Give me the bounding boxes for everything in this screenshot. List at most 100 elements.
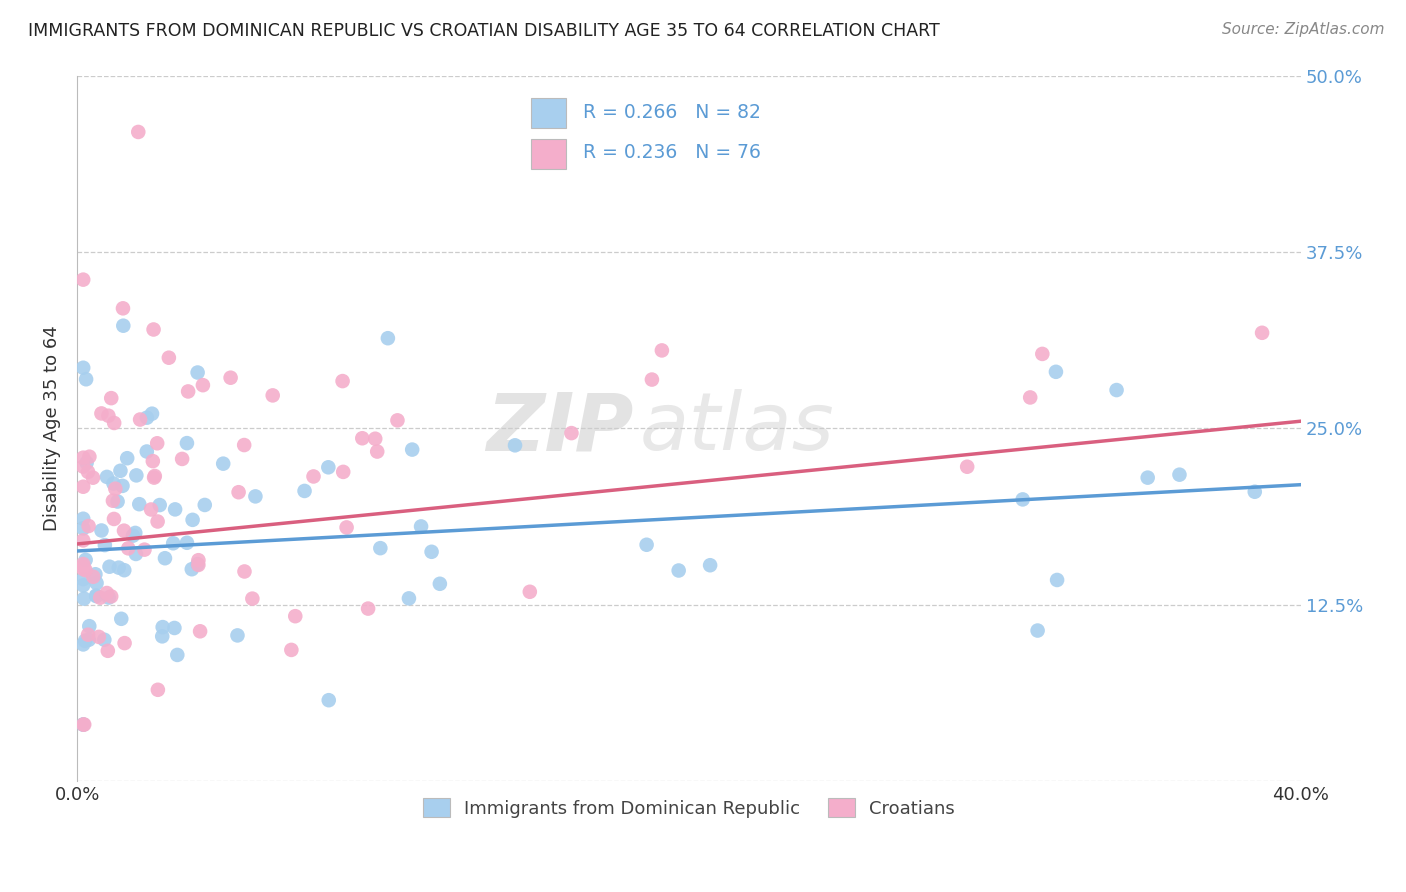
Point [89,591,111,605]
Point [72,521,94,535]
Point [111,479,134,493]
Point [86,589,108,603]
Point [636,538,658,552]
Text: Source: ZipAtlas.com: Source: ZipAtlas.com [1222,22,1385,37]
Point [100,590,122,604]
Point [280,643,302,657]
Point [129,412,152,426]
Point [90,524,112,538]
Point [76,456,98,470]
Point [72,572,94,586]
Point [72,559,94,574]
Point [96,470,118,484]
Point [228,485,250,500]
Point [96,586,118,600]
Point [72,480,94,494]
Point [1046,573,1069,587]
Point [186,557,208,571]
Point [143,470,166,484]
Point [134,542,156,557]
Point [641,373,664,387]
Point [84,589,107,603]
Point [84,567,107,582]
Point [107,494,129,508]
Point [139,502,162,516]
Point [72,459,94,474]
Point [100,391,122,405]
Point [366,444,388,458]
Point [72,512,94,526]
Point [90,406,112,420]
Point [128,497,150,511]
Point [1026,624,1049,638]
Point [73,717,96,731]
Point [150,629,173,643]
Point [364,432,387,446]
Point [103,512,125,526]
Point [699,558,721,573]
Point [72,450,94,465]
Point [112,563,135,577]
Point [97,409,120,423]
Point [146,436,169,450]
Point [387,413,409,427]
Point [79,619,101,633]
Point [114,636,136,650]
Point [97,644,120,658]
Point [503,438,526,452]
Point [181,513,204,527]
Point [336,520,359,534]
Point [302,469,325,483]
Point [172,452,194,467]
Point [77,519,100,533]
Point [142,322,165,336]
Point [75,563,97,577]
Point [332,465,354,479]
Point [191,378,214,392]
Point [82,471,104,485]
Point [245,489,267,503]
Point [212,457,235,471]
Point [72,578,94,592]
Point [219,370,242,384]
Point [135,444,157,458]
Point [103,416,125,430]
Point [82,570,104,584]
Point [1136,470,1159,484]
Point [519,584,541,599]
Point [79,450,101,464]
Point [149,498,172,512]
Point [240,591,263,606]
Point [1031,347,1053,361]
Point [1105,383,1128,397]
Point [146,682,169,697]
Point [668,564,690,578]
Point [332,374,354,388]
Point [318,460,340,475]
Point [72,637,94,651]
Point [107,560,129,574]
Point [188,624,211,639]
Point [187,366,209,380]
Point [124,525,146,540]
Point [72,717,94,731]
Point [177,384,200,399]
Point [352,431,374,445]
Point [956,459,979,474]
Point [176,436,198,450]
Point [284,609,307,624]
Point [262,388,284,402]
Point [72,533,94,548]
Point [187,553,209,567]
Point [77,628,100,642]
Point [122,529,145,543]
Point [146,515,169,529]
Point [429,576,451,591]
Point [226,628,249,642]
Point [101,493,124,508]
Point [110,612,132,626]
Point [115,451,138,466]
Point [1019,391,1042,405]
Text: IMMIGRANTS FROM DOMINICAN REPUBLIC VS CROATIAN DISABILITY AGE 35 TO 64 CORRELATI: IMMIGRANTS FROM DOMINICAN REPUBLIC VS CR… [28,22,939,40]
Point [142,454,165,468]
